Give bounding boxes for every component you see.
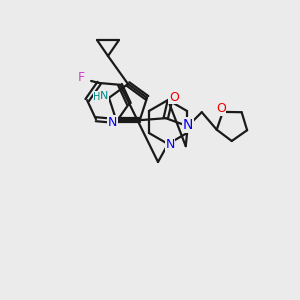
Text: O: O [169, 91, 179, 104]
Text: N: N [108, 116, 117, 129]
Text: O: O [216, 102, 226, 116]
Text: H: H [93, 92, 101, 102]
Text: N: N [100, 91, 108, 101]
Text: N: N [183, 118, 193, 132]
Text: F: F [78, 71, 85, 85]
Text: N: N [165, 139, 175, 152]
